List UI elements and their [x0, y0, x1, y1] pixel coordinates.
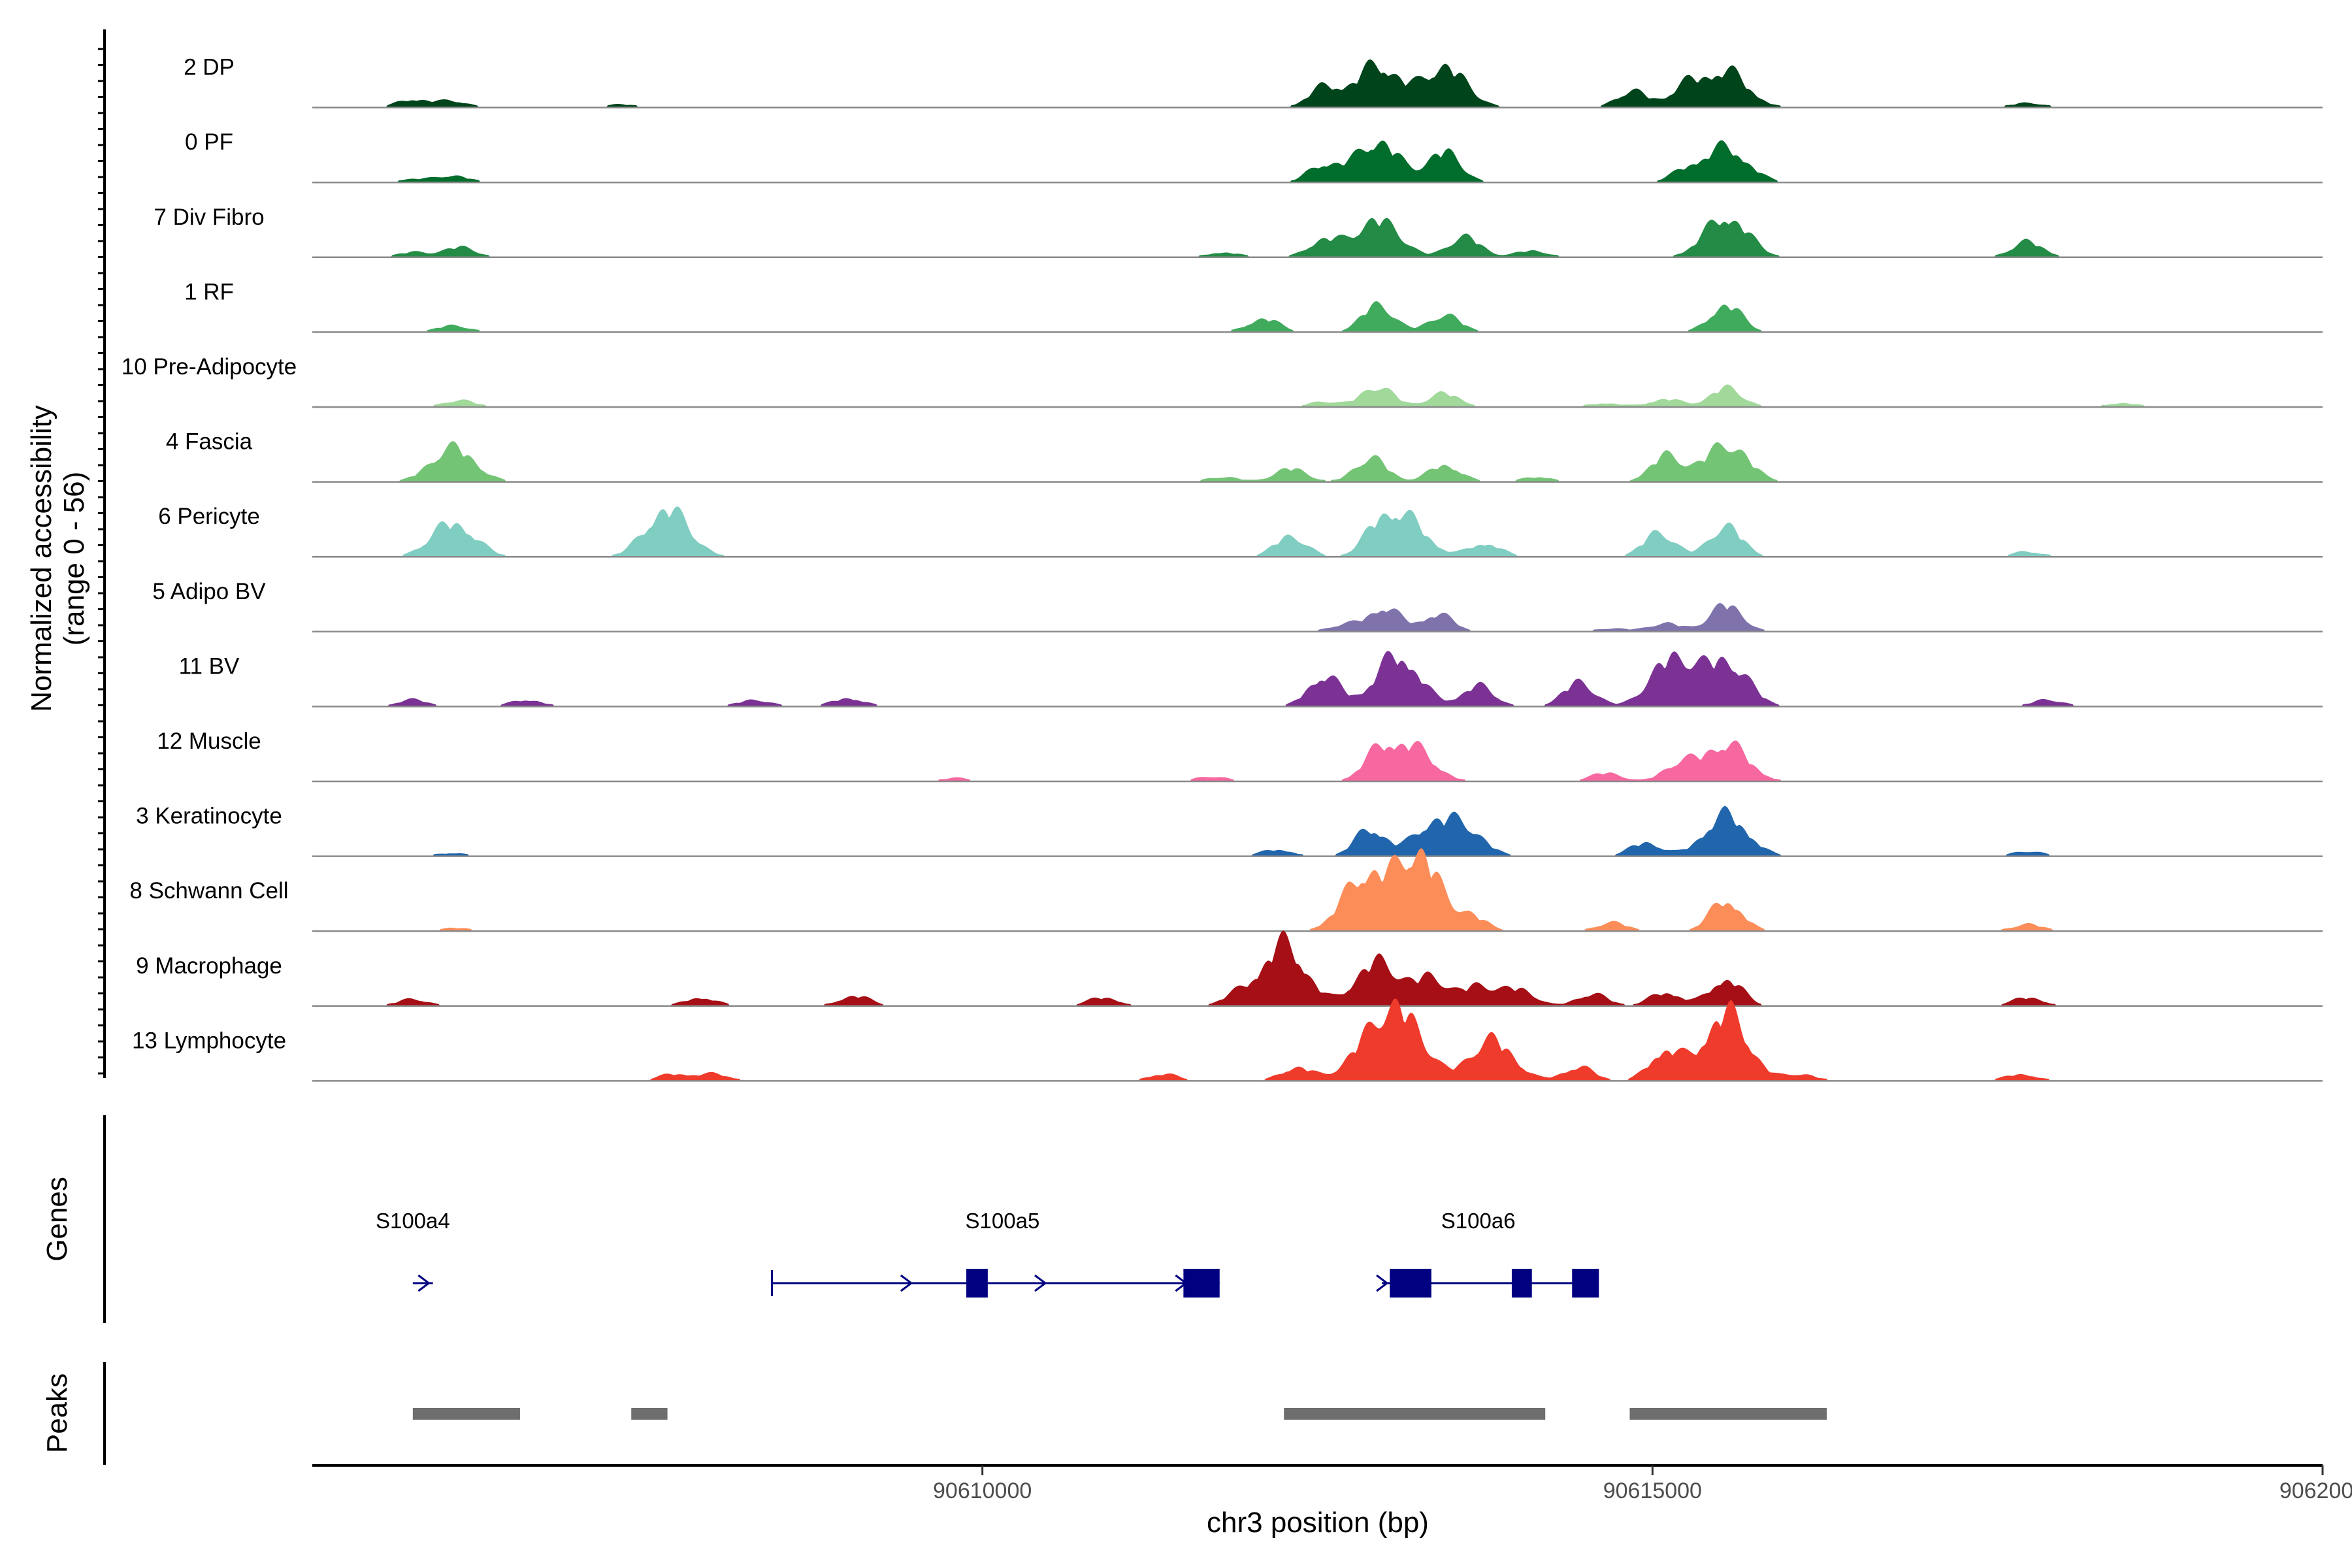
track-label: 13 Lymphocyte [132, 1028, 286, 1053]
track-label: 1 RF [184, 279, 234, 304]
x-tick-label: 90615000 [1603, 1478, 1702, 1503]
gene-label: S100a5 [966, 1209, 1040, 1233]
track-1: 2 DP [184, 55, 2323, 108]
strand-arrow [1175, 1274, 1188, 1292]
gene-s100a6: S100a6 [1376, 1209, 1599, 1298]
coverage-area [379, 506, 2223, 557]
x-tick-label: 90610000 [933, 1478, 1032, 1503]
coverage-y-axis-range: (range 0 - 56) [58, 472, 90, 646]
x-axis-title: chr3 position (bp) [1207, 1507, 1429, 1539]
coverage-y-axis [98, 29, 106, 1078]
coverage-area [379, 384, 2223, 407]
track-13: 9 Macrophage [136, 930, 2323, 1007]
gene-exon [1511, 1269, 1532, 1298]
peak-region [631, 1408, 668, 1420]
track-label: 6 Pericyte [158, 504, 260, 529]
coverage-area [379, 651, 2223, 707]
strand-arrow [900, 1274, 913, 1292]
track-label: 7 Div Fibro [154, 204, 264, 230]
track-label: 8 Schwann Cell [129, 878, 288, 904]
gene-exon [1390, 1269, 1431, 1298]
track-6: 4 Fascia [166, 429, 2323, 483]
track-14: 13 Lymphocyte [132, 998, 2323, 1082]
coverage-area [379, 59, 2223, 108]
strand-arrow [1376, 1274, 1389, 1292]
gene-exon [1183, 1269, 1220, 1298]
gene-annotation-track: S100a4 S100a5 S100a6 [376, 1209, 1599, 1298]
strand-arrow [417, 1274, 431, 1292]
gene-s100a4: S100a4 [376, 1209, 450, 1292]
track-12: 8 Schwann Cell [129, 848, 2323, 932]
gene-label: S100a4 [376, 1209, 450, 1233]
coverage-area [379, 441, 2223, 482]
track-2: 0 PF [185, 129, 2323, 184]
track-11: 3 Keratinocyte [136, 804, 2323, 857]
coverage-area [379, 740, 2223, 781]
strand-arrow [1034, 1274, 1047, 1292]
coverage-area [379, 930, 2223, 1006]
track-label: 4 Fascia [166, 429, 253, 455]
coverage-area [379, 848, 2223, 932]
coverage-area [379, 806, 2223, 857]
x-tick-label: 9062000 [2279, 1478, 2352, 1503]
track-8: 5 Adipo BV [152, 579, 2323, 633]
coverage-area [379, 140, 2223, 183]
peak-region [1284, 1408, 1546, 1420]
track-7: 6 Pericyte [158, 504, 2323, 558]
track-label: 9 Macrophage [136, 953, 282, 979]
peak-track [412, 1408, 1827, 1420]
track-label: 5 Adipo BV [152, 579, 266, 604]
gene-exon [966, 1269, 988, 1298]
genes-track-title: Genes [41, 1177, 73, 1262]
gene-s100a5: S100a5 [772, 1209, 1220, 1298]
track-label: 12 Muscle [157, 728, 261, 754]
peak-region [1629, 1408, 1827, 1420]
coverage-area [379, 301, 2223, 333]
coverage-y-axis-ticks [98, 48, 105, 1075]
coverage-area [379, 998, 2223, 1081]
track-label: 0 PF [185, 129, 233, 155]
track-label: 11 BV [179, 653, 240, 679]
coverage-area [379, 603, 2223, 632]
track-10: 12 Muscle [157, 728, 2323, 783]
track-label: 3 Keratinocyte [136, 804, 282, 829]
track-4: 1 RF [184, 279, 2323, 333]
gene-exon [1572, 1269, 1599, 1298]
x-axis: 90610000 90615000 9062000 [312, 1464, 2352, 1503]
gene-label: S100a6 [1441, 1209, 1516, 1233]
track-label: 2 DP [184, 55, 235, 80]
track-9: 11 BV [179, 651, 2323, 708]
peak-region [412, 1408, 520, 1420]
coverage-area [379, 218, 2223, 257]
coverage-tracks: 2 DP 0 PF 7 Div Fibro 1 RF 10 Pre-Adipocyte 4… [122, 55, 2323, 1082]
coverage-y-axis-title: Normalized accessibility [25, 405, 57, 711]
track-3: 7 Div Fibro [154, 204, 2323, 259]
track-5: 10 Pre-Adipocyte [122, 354, 2323, 408]
track-label: 10 Pre-Adipocyte [122, 354, 297, 380]
peaks-track-title: Peaks [41, 1373, 73, 1453]
